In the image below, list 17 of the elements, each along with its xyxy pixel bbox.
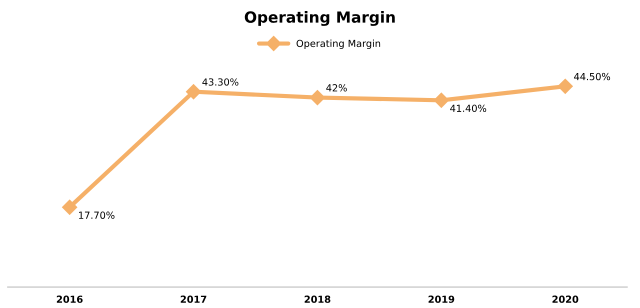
x-tick-label: 2017 bbox=[180, 296, 206, 303]
data-label: 44.50% bbox=[574, 72, 610, 80]
point bbox=[186, 84, 202, 100]
point bbox=[434, 92, 449, 108]
data-label: 42% bbox=[326, 84, 347, 92]
x-tick-label: 2019 bbox=[428, 296, 454, 303]
x-tick-label: 2018 bbox=[304, 296, 330, 303]
data-label: 41.40% bbox=[450, 104, 486, 112]
point bbox=[62, 200, 78, 215]
legend-label: Operating Margin bbox=[296, 40, 380, 49]
data-label: 17.70% bbox=[79, 212, 114, 219]
x-tick-label: 2020 bbox=[552, 296, 578, 303]
point bbox=[310, 90, 326, 106]
point bbox=[558, 78, 573, 94]
x-tick-label: 2016 bbox=[56, 296, 83, 303]
chart-title: Operating Margin bbox=[244, 11, 395, 26]
data-label: 43.30% bbox=[202, 78, 238, 86]
